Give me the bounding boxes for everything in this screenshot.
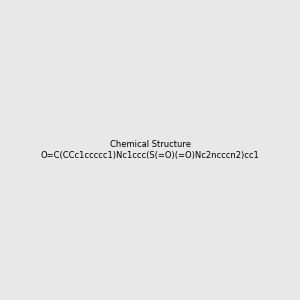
- Text: Chemical Structure
O=C(CCc1ccccc1)Nc1ccc(S(=O)(=O)Nc2ncccn2)cc1: Chemical Structure O=C(CCc1ccccc1)Nc1ccc…: [40, 140, 260, 160]
